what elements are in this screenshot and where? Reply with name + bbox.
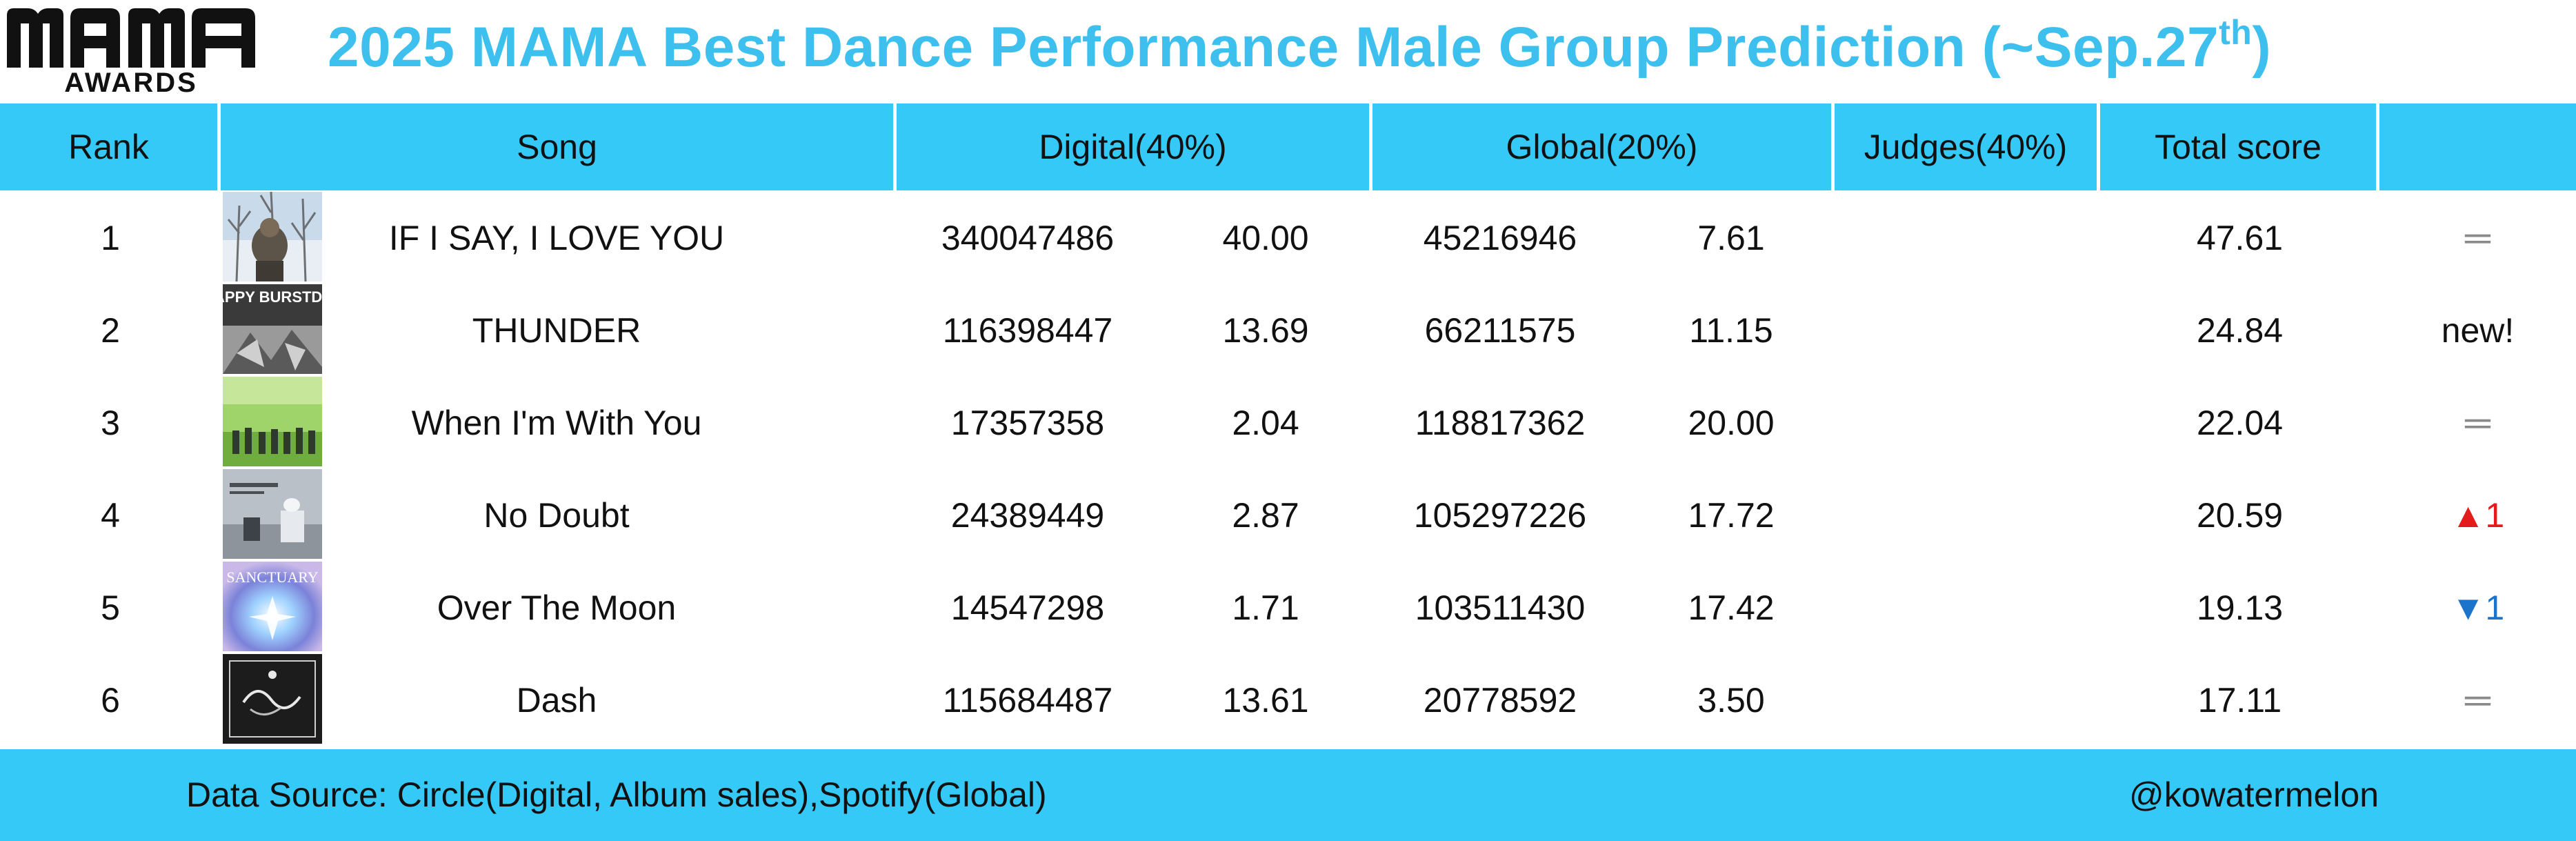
table-row: 3 When I'm With You 17357358 2.04 118817…: [0, 377, 2576, 469]
global-raw: 103511430: [1415, 588, 1586, 627]
header-total: Total score: [2100, 103, 2379, 190]
global-score: 7.61: [1697, 219, 1765, 257]
digital-score: 40.00: [1222, 219, 1309, 257]
table-row: 1 IF I SAY, I LOVE YOU 340047486 40.00 4…: [0, 192, 2576, 284]
table-row: 5 SANCTUARY Over The Moon 14547298 1.71 …: [0, 562, 2576, 654]
page-title: 2025 MAMA Best Dance Performance Male Gr…: [328, 15, 2271, 80]
digital-raw: 17357358: [950, 404, 1105, 442]
song-title: Dash: [516, 681, 597, 720]
table-row: 6 Dash 115684487 13.61 20778592 3.50 17.…: [0, 654, 2576, 746]
total-score: 17.11: [2197, 681, 2282, 720]
judges-score: [1835, 377, 2100, 469]
album-cover-green-field: [223, 377, 322, 466]
global-score: 17.42: [1688, 588, 1775, 627]
mama-awards-logo: AWARDS: [7, 8, 255, 98]
album-cover-sanctuary: SANCTUARY: [223, 562, 322, 651]
rank-cell: 6: [101, 681, 120, 720]
global-raw: 45216946: [1423, 219, 1577, 257]
logo-awards-text: AWARDS: [64, 68, 198, 98]
album-cover-dark-script: [223, 654, 322, 744]
title-close: ): [2252, 16, 2272, 79]
total-score: 47.61: [2196, 219, 2284, 257]
rank-new-badge: new!: [2441, 311, 2515, 350]
rank-cell: 3: [101, 404, 120, 442]
judges-score: [1835, 469, 2100, 562]
song-title: When I'm With You: [411, 404, 702, 442]
digital-score: 1.71: [1232, 588, 1299, 627]
global-score: 20.00: [1688, 404, 1775, 442]
global-raw: 20778592: [1423, 681, 1577, 720]
header-rank: Rank: [0, 103, 221, 190]
rank-up-icon: ▲1: [2450, 496, 2505, 535]
album-cover-happy-burstday: HAPPY BURSTDAY: [223, 284, 322, 374]
global-raw: 118817362: [1415, 404, 1586, 442]
global-score: 11.15: [1689, 311, 1773, 350]
judges-score: [1835, 284, 2100, 377]
song-title: Over The Moon: [437, 588, 677, 627]
judges-score: [1835, 562, 2100, 654]
rank-same-icon: ═: [2465, 680, 2490, 720]
global-score: 17.72: [1688, 496, 1775, 535]
cover-text-over-the-moon: SANCTUARY: [226, 568, 318, 586]
song-title: IF I SAY, I LOVE YOU: [388, 219, 725, 257]
title-main: 2025 MAMA Best Dance Performance Male Gr…: [328, 16, 2219, 79]
song-title: No Doubt: [483, 496, 630, 535]
header-song: Song: [221, 103, 897, 190]
rank-same-icon: ═: [2465, 218, 2490, 258]
global-raw: 105297226: [1413, 496, 1587, 535]
cover-text-thunder: HAPPY BURSTDAY: [223, 288, 322, 306]
judges-score: [1835, 654, 2100, 746]
total-score: 22.04: [2196, 404, 2284, 442]
digital-raw: 115684487: [942, 681, 1113, 720]
digital-raw: 116398447: [942, 311, 1113, 350]
table-header: Rank Song Digital(40%) Global(20%) Judge…: [0, 103, 2576, 190]
rank-cell: 5: [101, 588, 120, 627]
header-judges: Judges(40%): [1835, 103, 2100, 190]
album-cover-gray-room: [223, 469, 322, 559]
global-raw: 66211575: [1424, 311, 1576, 350]
table-row: 4 No Doubt 24389449 2.87 105297226 17.72…: [0, 469, 2576, 562]
header-digital: Digital(40%): [897, 103, 1372, 190]
total-score: 19.13: [2196, 588, 2284, 627]
rank-cell: 1: [101, 219, 120, 257]
digital-score: 13.69: [1222, 311, 1309, 350]
rank-down-icon: ▼1: [2450, 588, 2505, 627]
mama-wordmark: [7, 8, 255, 68]
footer: Data Source: Circle(Digital, Album sales…: [0, 749, 2576, 841]
rank-cell: 4: [101, 496, 120, 535]
header-global: Global(20%): [1372, 103, 1835, 190]
song-title: THUNDER: [472, 311, 641, 350]
total-score: 24.84: [2196, 311, 2284, 350]
digital-raw: 14547298: [950, 588, 1105, 627]
global-score: 3.50: [1697, 681, 1765, 720]
data-source-note: Data Source: Circle(Digital, Album sales…: [186, 775, 1047, 814]
digital-raw: 340047486: [941, 219, 1115, 257]
table-row: 2 HAPPY BURSTDAY THUNDER 116398447 13.69…: [0, 284, 2576, 377]
total-score: 20.59: [2196, 496, 2284, 535]
judges-score: [1835, 192, 2100, 284]
header: AWARDS 2025 MAMA Best Dance Performance …: [0, 0, 2576, 103]
digital-score: 2.87: [1232, 496, 1299, 535]
album-cover-winter-tree: [223, 192, 322, 281]
digital-score: 2.04: [1232, 404, 1299, 442]
rank-cell: 2: [101, 311, 120, 350]
title-superscript: th: [2219, 13, 2253, 52]
header-change: [2379, 103, 2576, 190]
author-credit: @kowatermelon: [2129, 775, 2379, 814]
digital-score: 13.61: [1222, 681, 1309, 720]
rank-same-icon: ═: [2465, 403, 2490, 443]
digital-raw: 24389449: [950, 496, 1105, 535]
